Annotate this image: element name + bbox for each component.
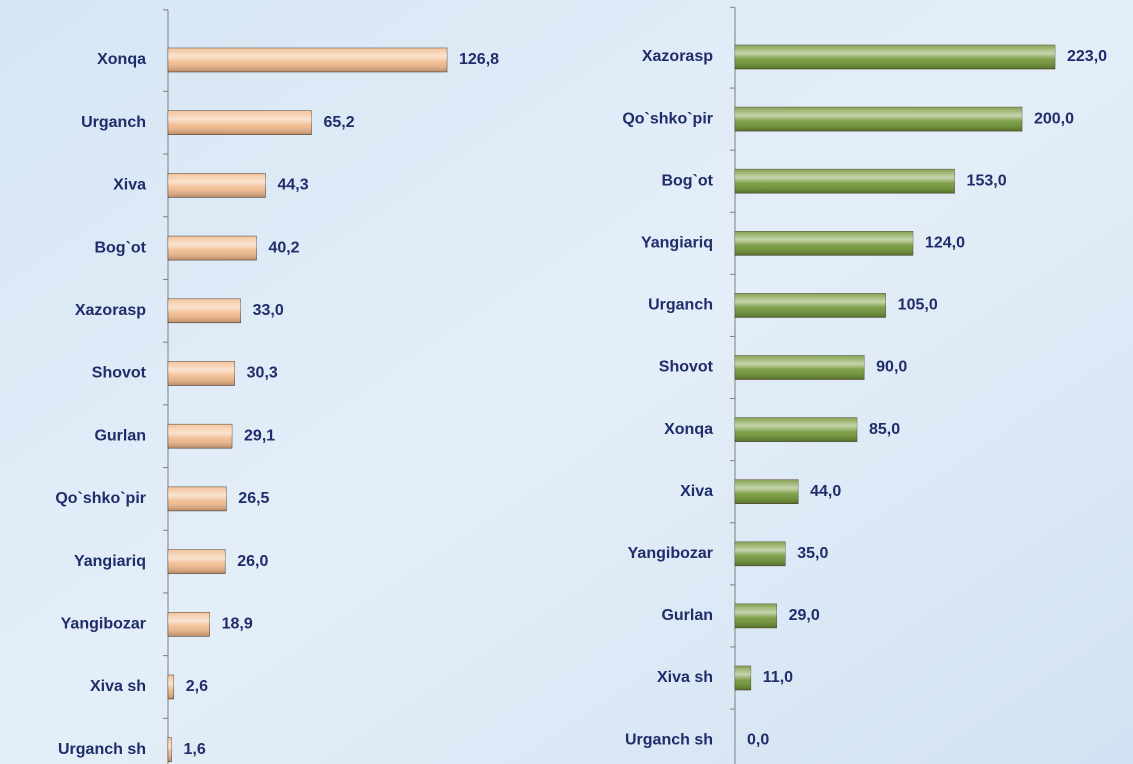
- bar-shine: [168, 549, 226, 574]
- bar-shine: [168, 424, 233, 449]
- category-label: Xazorasp: [75, 302, 146, 319]
- category-label: Yangiariq: [74, 553, 146, 570]
- value-label: 11,0: [763, 669, 793, 686]
- value-label: 2,6: [186, 678, 208, 695]
- bar-shine: [735, 293, 886, 318]
- value-label: 18,9: [222, 616, 253, 633]
- category-label: Urganch: [81, 114, 146, 131]
- category-label: Urganch: [648, 297, 713, 314]
- value-label: 26,0: [237, 553, 268, 570]
- value-label: 35,0: [797, 545, 828, 562]
- value-label: 153,0: [967, 172, 1007, 189]
- bar-shine: [735, 666, 751, 690]
- bar-shine: [735, 355, 865, 380]
- category-label: Qo`shko`pir: [622, 110, 713, 127]
- category-label: Xonqa: [664, 421, 713, 438]
- category-label: Gurlan: [94, 427, 146, 444]
- value-label: 33,0: [253, 302, 284, 319]
- category-label: Xiva: [113, 177, 146, 194]
- value-label: 26,5: [238, 490, 269, 507]
- category-label: Urganch sh: [58, 741, 146, 758]
- bar-shine: [168, 737, 172, 762]
- bar-shine: [168, 173, 266, 198]
- bar-shine: [168, 486, 227, 511]
- bar-shine: [735, 169, 955, 194]
- value-label: 40,2: [268, 239, 299, 256]
- bar-shine: [735, 479, 799, 504]
- category-label: Yangibozar: [61, 616, 146, 633]
- bar-shine: [735, 417, 857, 442]
- category-label: Shovot: [92, 365, 147, 382]
- bar-shine: [735, 541, 786, 566]
- value-label: 90,0: [876, 359, 907, 376]
- bar-shine: [168, 236, 257, 261]
- category-label: Bog`ot: [661, 172, 713, 189]
- bar-shine: [168, 361, 235, 386]
- category-label: Shovot: [659, 359, 714, 376]
- category-label: Xiva sh: [90, 678, 146, 695]
- bar-shine: [168, 612, 210, 637]
- bar-shine: [168, 48, 447, 72]
- value-label: 44,3: [277, 177, 308, 194]
- bar-shine: [168, 298, 241, 323]
- value-label: 0,0: [747, 731, 769, 748]
- category-label: Xazorasp: [642, 48, 713, 65]
- category-label: Yangibozar: [628, 545, 713, 562]
- value-label: 29,0: [789, 607, 820, 624]
- value-label: 30,3: [247, 365, 278, 382]
- category-label: Bog`ot: [94, 239, 146, 256]
- value-label: 200,0: [1034, 110, 1074, 127]
- bar-shine: [735, 603, 777, 628]
- bar-shine: [735, 231, 913, 256]
- category-label: Gurlan: [661, 607, 713, 624]
- value-label: 44,0: [810, 483, 841, 500]
- category-label: Xonqa: [97, 51, 146, 68]
- bar-shine: [168, 110, 312, 135]
- value-label: 65,2: [323, 114, 354, 131]
- bar-shine: [735, 107, 1022, 132]
- value-label: 29,1: [244, 427, 275, 444]
- value-label: 85,0: [869, 421, 900, 438]
- category-label: Qo`shko`pir: [55, 490, 146, 507]
- category-label: Xiva: [680, 483, 713, 500]
- category-label: Xiva sh: [657, 669, 713, 686]
- value-label: 126,8: [459, 51, 499, 68]
- value-label: 1,6: [184, 741, 206, 758]
- value-label: 105,0: [898, 297, 938, 314]
- value-label: 223,0: [1067, 48, 1107, 65]
- bar-shine: [735, 45, 1055, 69]
- value-label: 124,0: [925, 235, 965, 252]
- category-label: Urganch sh: [625, 731, 713, 748]
- bar-shine: [168, 675, 174, 699]
- category-label: Yangiariq: [641, 235, 713, 252]
